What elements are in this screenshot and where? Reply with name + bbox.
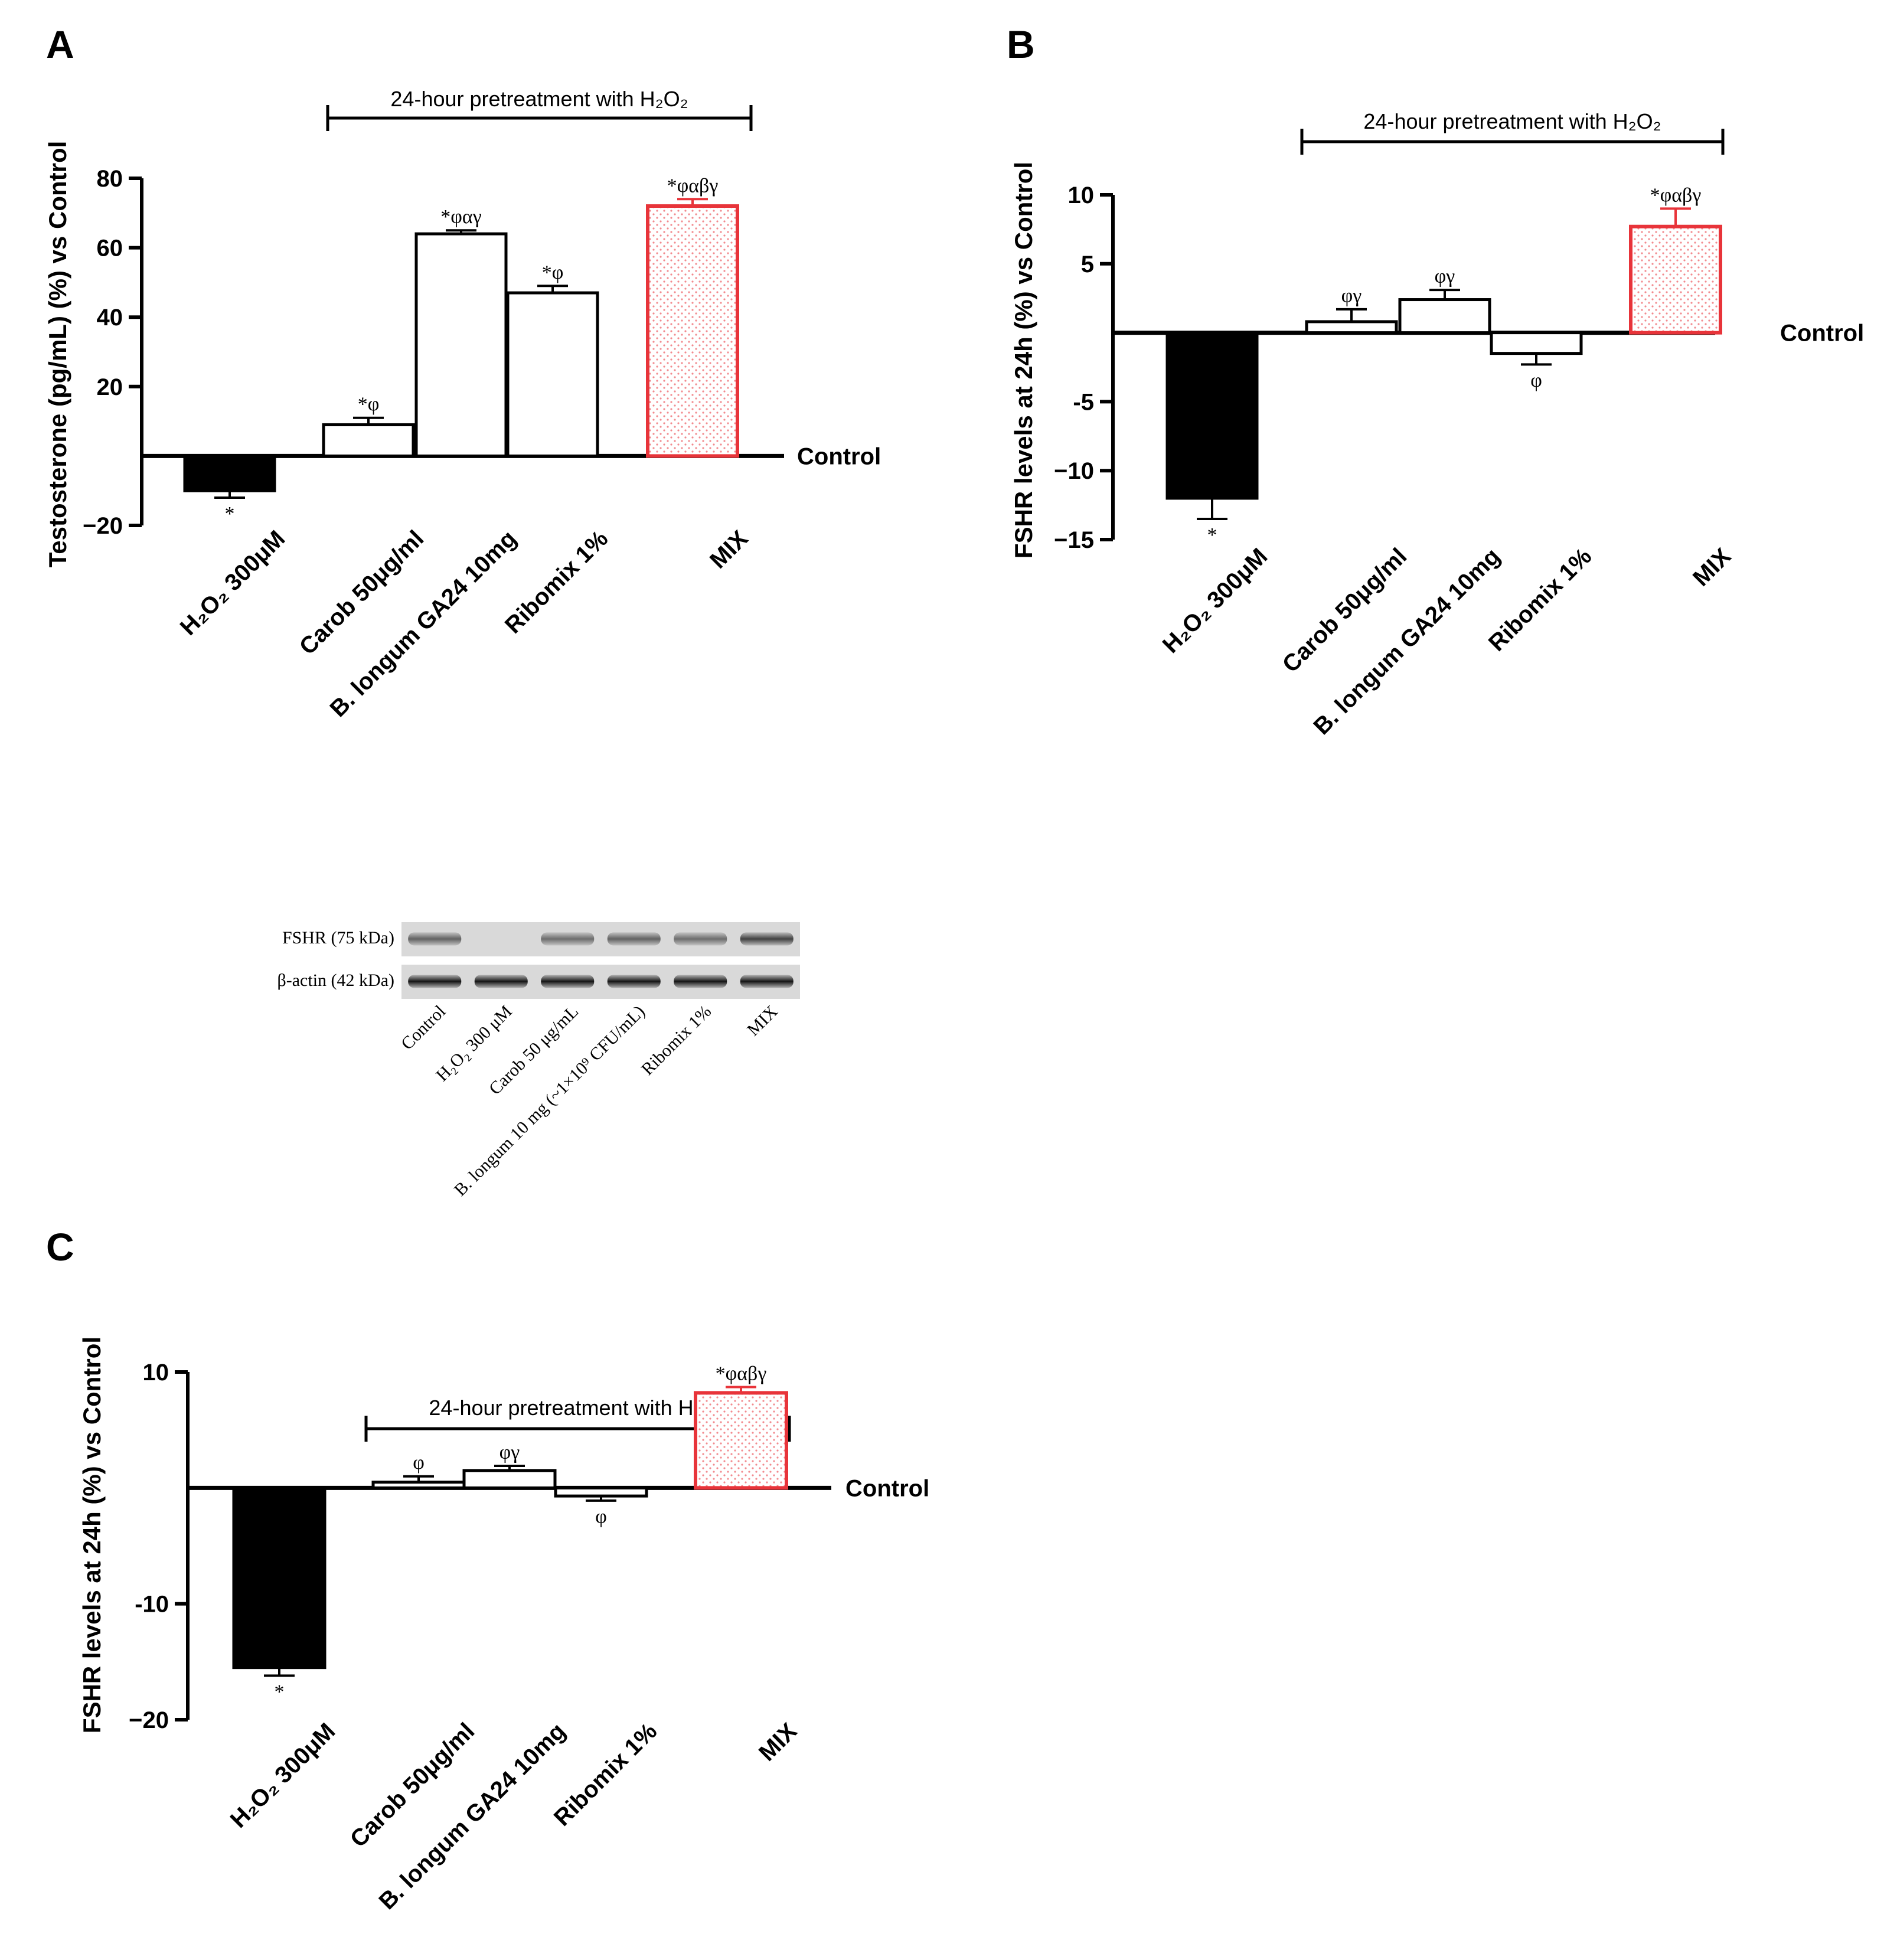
blot-strip	[401, 965, 800, 999]
panel-b-significance-label: φγ	[1341, 285, 1362, 307]
panel-c-bar	[232, 1486, 326, 1670]
panel-a-category-label: H₂O₂ 300μM	[175, 525, 290, 641]
panel-a-significance-label: *φαγ	[440, 206, 481, 228]
panel-b-control-label: Control	[1780, 321, 1864, 347]
panel-c-control-label: Control	[845, 1475, 929, 1501]
blot-band	[541, 975, 595, 988]
blot-band	[474, 975, 528, 988]
panel-a-significance-label: *φ	[358, 394, 380, 416]
panel-c-significance-label: φ	[595, 1506, 607, 1528]
panel-b-bar	[1305, 320, 1398, 335]
western-blot: FSHR (75 kDa) β-actin (42 kDa) ControlH₂…	[277, 922, 800, 1200]
panel-b-category-label: MIX	[1688, 543, 1736, 592]
panel-b-significance-label: *φαβγ	[1650, 184, 1702, 206]
panel-c-y-tick-label: −20	[129, 1707, 169, 1733]
panel-c-significance-label: φ	[413, 1452, 425, 1474]
blot-band	[674, 932, 727, 946]
panel-a-y-axis-label: Testosterone (pg/mL) (%) vs Control	[44, 141, 71, 568]
panel-a-bracket-label: 24-hour pretreatment with H₂O₂	[390, 87, 688, 111]
panel-a-significance-label: *φ	[542, 262, 564, 283]
panel-a-y-tick-label: 20	[97, 374, 123, 400]
panel-c-y-tick-label: -10	[135, 1592, 169, 1618]
blot-band	[607, 932, 661, 946]
panel-a-bar	[414, 232, 508, 458]
panel-b-y-tick-label: −10	[1054, 458, 1094, 484]
blot-band	[607, 975, 661, 988]
panel-a-chart: Testosterone (pg/mL) (%) vs Control −20 2…	[44, 87, 881, 722]
panel-b-significance-label: φ	[1530, 370, 1542, 391]
panel-b-y-tick-label: 5	[1081, 251, 1094, 277]
blot-strip	[401, 922, 800, 956]
blot-lane-label: MIX	[743, 1001, 782, 1040]
blot-band	[408, 975, 462, 988]
panel-c-significance-label: φγ	[499, 1442, 520, 1464]
blot-band	[541, 932, 595, 946]
panel-a-category-label: B. longum GA24 10mg	[325, 525, 521, 722]
panel-c-bar	[554, 1486, 648, 1498]
panel-b-chart: FSHR levels at 24h (%) vs Control −15 −10…	[1010, 109, 1864, 740]
panel-a-significance-label: *φαβγ	[667, 175, 719, 197]
panel-a-bar	[322, 423, 415, 458]
panel-c-chart: FSHR levels at 24h (%) vs Control −20 -10…	[78, 1337, 929, 1915]
blot-band	[740, 975, 794, 988]
panel-a-y-tick-label: 60	[97, 236, 123, 262]
panel-a-y-tick-label: −20	[83, 513, 123, 539]
panel-c-y-axis-label: FSHR levels at 24h (%) vs Control	[78, 1337, 106, 1733]
panel-c-y-tick-label: 10	[143, 1360, 169, 1386]
panel-b-bracket-label: 24-hour pretreatment with H₂O₂	[1363, 109, 1661, 133]
panel-b-significance-label: *	[1207, 524, 1217, 546]
panel-c-bar	[462, 1469, 557, 1489]
blot-lane-label: Ribomix 1%	[638, 1002, 715, 1079]
panel-b-significance-label: φγ	[1435, 266, 1455, 288]
panel-c-category-label: B. longum GA24 10mg	[374, 1718, 570, 1915]
blot-band	[740, 932, 794, 946]
blot-lane-label: Control	[397, 1002, 449, 1054]
panel-a-control-label: Control	[797, 443, 881, 469]
blot-row-label-actin: β-actin (42 kDa)	[277, 971, 394, 990]
panel-a-category-label: MIX	[705, 525, 753, 574]
panel-a-y-tick-label: 40	[97, 305, 123, 331]
panel-b-bar	[1490, 331, 1583, 355]
panel-c-bar	[694, 1391, 788, 1490]
panel-b-bar	[1398, 298, 1491, 335]
panel-b-category-label: B. longum GA24 10mg	[1308, 543, 1505, 740]
panel-b-y-tick-label: -5	[1073, 389, 1094, 415]
panel-c-significance-label: *	[275, 1681, 285, 1703]
panel-c-bracket-label: 24-hour pretreatment with H₂O₂	[429, 1396, 726, 1420]
panel-c-significance-label: *φαβγ	[716, 1363, 767, 1385]
blot-band	[674, 975, 727, 988]
panel-letter-b: B	[1007, 22, 1035, 66]
panel-a-bar	[183, 454, 276, 492]
panel-c-bar	[371, 1481, 466, 1489]
panel-c-category-label: H₂O₂ 300μM	[226, 1718, 341, 1833]
panel-b-bar	[1165, 331, 1259, 500]
blot-band	[408, 932, 462, 946]
panel-a-y-tick-label: 80	[97, 166, 123, 192]
panel-letter-c: C	[46, 1225, 74, 1269]
panel-b-y-tick-label: 10	[1068, 182, 1095, 208]
panel-letter-a: A	[46, 22, 74, 66]
panel-a-bar	[506, 291, 599, 458]
panel-a-bar	[646, 204, 739, 458]
panel-b-y-tick-label: −15	[1054, 527, 1094, 553]
panel-b-bar	[1629, 224, 1722, 335]
blot-row-label-fshr: FSHR (75 kDa)	[282, 928, 394, 948]
panel-b-y-axis-label: FSHR levels at 24h (%) vs Control	[1010, 162, 1037, 558]
panel-c-category-label: MIX	[754, 1718, 802, 1766]
panel-b-category-label: H₂O₂ 300μM	[1158, 543, 1273, 658]
panel-a-significance-label: *	[225, 503, 235, 525]
